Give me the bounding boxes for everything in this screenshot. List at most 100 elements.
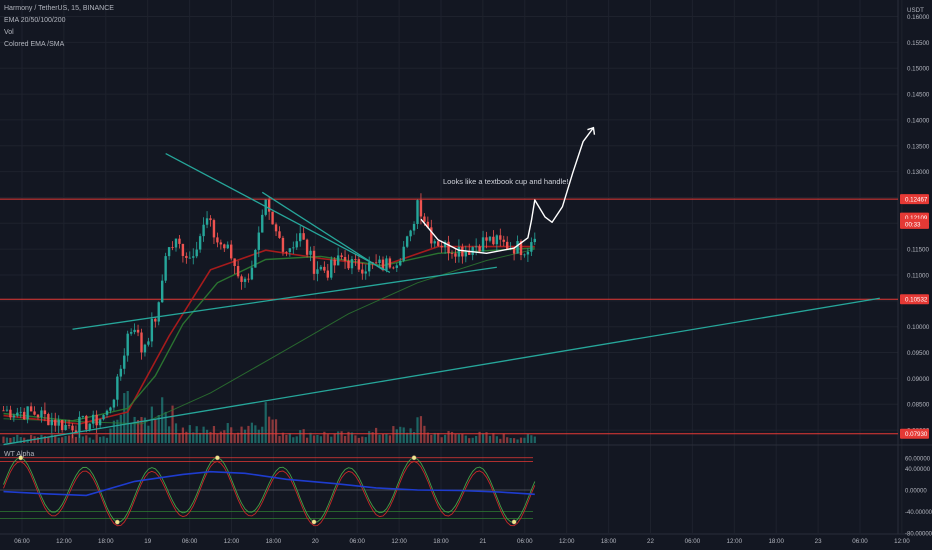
volume-bar — [326, 434, 329, 443]
price-label-text: 0.07930 — [905, 431, 928, 438]
volume-bar — [509, 437, 512, 443]
volume-bar — [174, 423, 178, 443]
price-tick-label: 0.09000 — [907, 376, 930, 383]
indicator-ema[interactable]: EMA 20/50/100/200 — [4, 17, 66, 24]
candle-body — [499, 235, 502, 240]
indicator-colored-ema[interactable]: Colored EMA /SMA — [4, 41, 65, 48]
volume-bar — [347, 431, 350, 443]
trendline — [3, 297, 880, 446]
price-tick-label: 0.14000 — [907, 117, 930, 124]
volume-bar — [316, 434, 319, 443]
candle-body — [461, 246, 464, 257]
volume-bar — [412, 431, 416, 443]
time-tick-label: 18:00 — [433, 538, 449, 545]
volume-bar — [250, 422, 253, 443]
price-label-text: 0.12109 — [905, 215, 928, 222]
volume-bar — [278, 435, 281, 443]
volume-bar — [57, 437, 60, 443]
price-tick-label: 0.15000 — [907, 66, 930, 73]
volume-bar — [268, 416, 271, 443]
price-tick-label: 0.11000 — [907, 273, 929, 280]
candle-body — [23, 411, 26, 420]
oscillator-pane — [0, 455, 536, 527]
volume-bar — [361, 436, 364, 443]
candle-body — [36, 414, 40, 418]
candle-body — [330, 259, 333, 278]
candle-body — [316, 269, 319, 274]
cup-handle-drawing — [420, 127, 595, 254]
volume-bar — [475, 435, 478, 443]
candle-body — [150, 318, 154, 342]
volume-bar — [502, 433, 505, 443]
candle-body — [457, 246, 461, 257]
candle-body — [154, 318, 157, 322]
wt-extreme-dot — [18, 455, 24, 461]
oscillator-tick-label: 60.00000 — [905, 456, 931, 462]
volume-bar — [519, 437, 523, 443]
candle-body — [419, 200, 423, 217]
candle-body — [67, 424, 71, 426]
oscillator-tick-label: 0.00000 — [905, 489, 927, 495]
volume-bar — [240, 426, 243, 443]
candle-body — [226, 244, 229, 249]
candle-body — [485, 237, 488, 241]
volume-bar — [226, 423, 229, 443]
volume-bar — [309, 432, 312, 443]
candle-body — [285, 251, 288, 253]
volume-bar — [375, 427, 378, 443]
time-tick-label: 06:00 — [349, 538, 365, 545]
candle-body — [233, 258, 236, 267]
candle-body — [240, 276, 243, 282]
time-tick-label: 21 — [479, 538, 486, 545]
volume-bar — [454, 433, 457, 443]
candle-body — [119, 368, 122, 377]
volume-bar — [192, 432, 195, 443]
oscillator-title[interactable]: WT Alpha — [4, 451, 35, 458]
candle-body — [450, 253, 454, 254]
volume-bar — [388, 435, 391, 443]
volume-bar — [119, 414, 122, 443]
candle-body — [181, 243, 185, 256]
candle-body — [161, 280, 164, 303]
candle-body — [174, 238, 178, 248]
volume-bar — [264, 402, 267, 443]
candle-body — [198, 236, 202, 250]
candle-body — [495, 235, 499, 245]
price-tick-label: 0.10000 — [907, 324, 930, 331]
volume-bar — [9, 437, 12, 443]
volume-bar — [168, 426, 171, 443]
candle-body — [178, 238, 181, 244]
volume-bar — [523, 437, 526, 443]
candle-body — [250, 267, 254, 280]
volume-bar — [419, 416, 423, 443]
candle-body — [385, 258, 388, 271]
volume-bar — [202, 426, 205, 443]
symbol-title: Harmony / TetherUS, 15, BINANCE — [4, 5, 114, 12]
candle-body — [164, 256, 167, 281]
volume-bar — [136, 420, 140, 443]
wt-extreme-dot — [214, 455, 220, 461]
price-tick-label: 0.15500 — [907, 40, 930, 47]
candle-body — [343, 257, 347, 261]
indicator-vol[interactable]: Vol — [4, 29, 14, 36]
price-tick-label: 0.08500 — [907, 402, 930, 409]
candle-body — [133, 329, 136, 333]
time-tick-label: 12:00 — [56, 538, 72, 545]
candle-body — [12, 415, 16, 418]
candle-body — [223, 244, 226, 249]
trendline — [165, 152, 391, 273]
wt-blue-line — [3, 470, 535, 497]
candle-body — [399, 260, 402, 266]
volume-bar — [216, 434, 219, 443]
candle-body — [81, 415, 85, 417]
volume-bar — [426, 432, 429, 443]
candle-body — [278, 231, 281, 238]
volume-bar — [140, 417, 143, 443]
volume-bar — [95, 434, 98, 443]
volume-bar — [350, 432, 354, 443]
candle-body — [288, 248, 292, 253]
time-tick-label: 23 — [815, 538, 822, 545]
candle-body — [519, 241, 523, 256]
wt-main-line — [3, 457, 536, 523]
